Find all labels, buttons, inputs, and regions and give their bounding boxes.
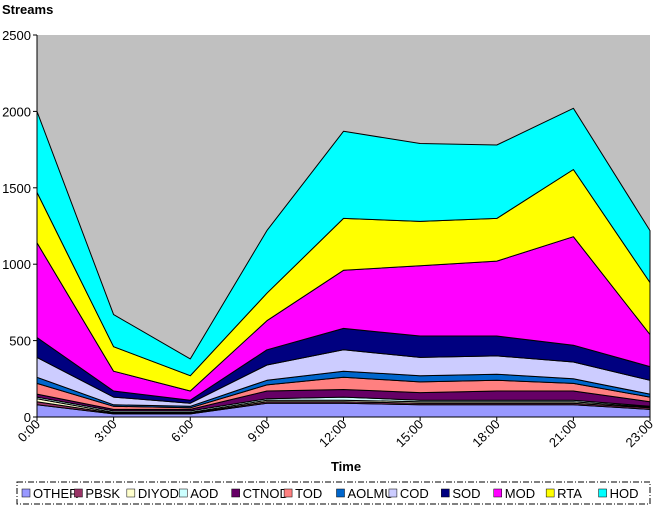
legend-label: COD [400,486,429,501]
legend-label: TOD [295,486,322,501]
legend-label: MOD [505,486,535,501]
legend-box [16,481,651,505]
y-tick-label: 2000 [2,104,31,119]
legend-label: SOD [452,486,480,501]
legend: OTHER PBSK DIYOD AOD CTNOD TOD AOLMU COD SOD MOD R… [16,481,651,505]
legend-item-diyod: DIYOD [126,486,179,501]
x-tick-label: 12:00 [316,417,350,451]
legend-item-mod: MOD [493,486,535,501]
legend-label: AOD [190,486,218,501]
legend-label: PBSK [85,486,120,501]
y-axis-title: Streams [2,2,53,17]
legend-item-rta: RTA [545,486,582,501]
x-tick-label: 6:00 [168,417,197,446]
x-axis-ticks: 0:00 3:00 6:00 9:00 12:00 15:00 18:00 21:00 23:0… [15,417,657,451]
legend-label: HOD [610,486,639,501]
x-tick-label: 23:00 [623,417,657,451]
y-tick-label: 1000 [2,257,31,272]
y-tick-label: 0 [24,410,31,425]
legend-label: AOLMU [348,486,394,501]
y-axis-ticks: 0 500 1000 1500 2000 2500 [2,28,37,425]
x-tick-label: 18:00 [469,417,503,451]
x-tick-label: 15:00 [393,417,427,451]
legend-swatch [74,488,83,498]
legend-label: DIYOD [138,486,179,501]
x-tick-label: 21:00 [546,417,580,451]
legend-item-ctnod: CTNOD [231,486,289,501]
y-tick-label: 1500 [2,181,31,196]
y-tick-label: 500 [9,334,31,349]
legend-swatch [231,488,240,498]
legend-item-aod: AOD [179,486,218,501]
x-tick-label: 9:00 [244,417,273,446]
legend-label: CTNOD [243,486,289,501]
legend-swatch [388,488,398,498]
legend-swatch [545,488,555,498]
legend-swatch [441,488,450,498]
legend-item-sod: SOD [441,486,481,501]
legend-item-pbsk: PBSK [74,486,120,501]
x-tick-label: 3:00 [91,417,120,446]
legend-swatch [336,488,345,498]
legend-item-aolmu: AOLMU [336,486,394,501]
y-tick-label: 2500 [2,28,31,43]
legend-swatch [598,488,607,498]
legend-swatch [126,488,136,498]
x-tick-label: 0:00 [15,417,44,446]
legend-item-cod: COD [388,486,429,501]
legend-swatch [493,488,502,498]
legend-item-other: OTHER [21,486,79,501]
x-axis-title: Time [331,459,361,474]
area-hod [36,107,651,377]
legend-label: RTA [557,486,582,501]
legend-item-tod: TOD [283,486,322,501]
legend-swatch [179,488,188,498]
series-areas [36,107,651,418]
legend-label: OTHER [33,486,79,501]
legend-swatch [283,488,293,498]
legend-swatch [21,488,31,498]
legend-item-hod: HOD [598,486,639,501]
